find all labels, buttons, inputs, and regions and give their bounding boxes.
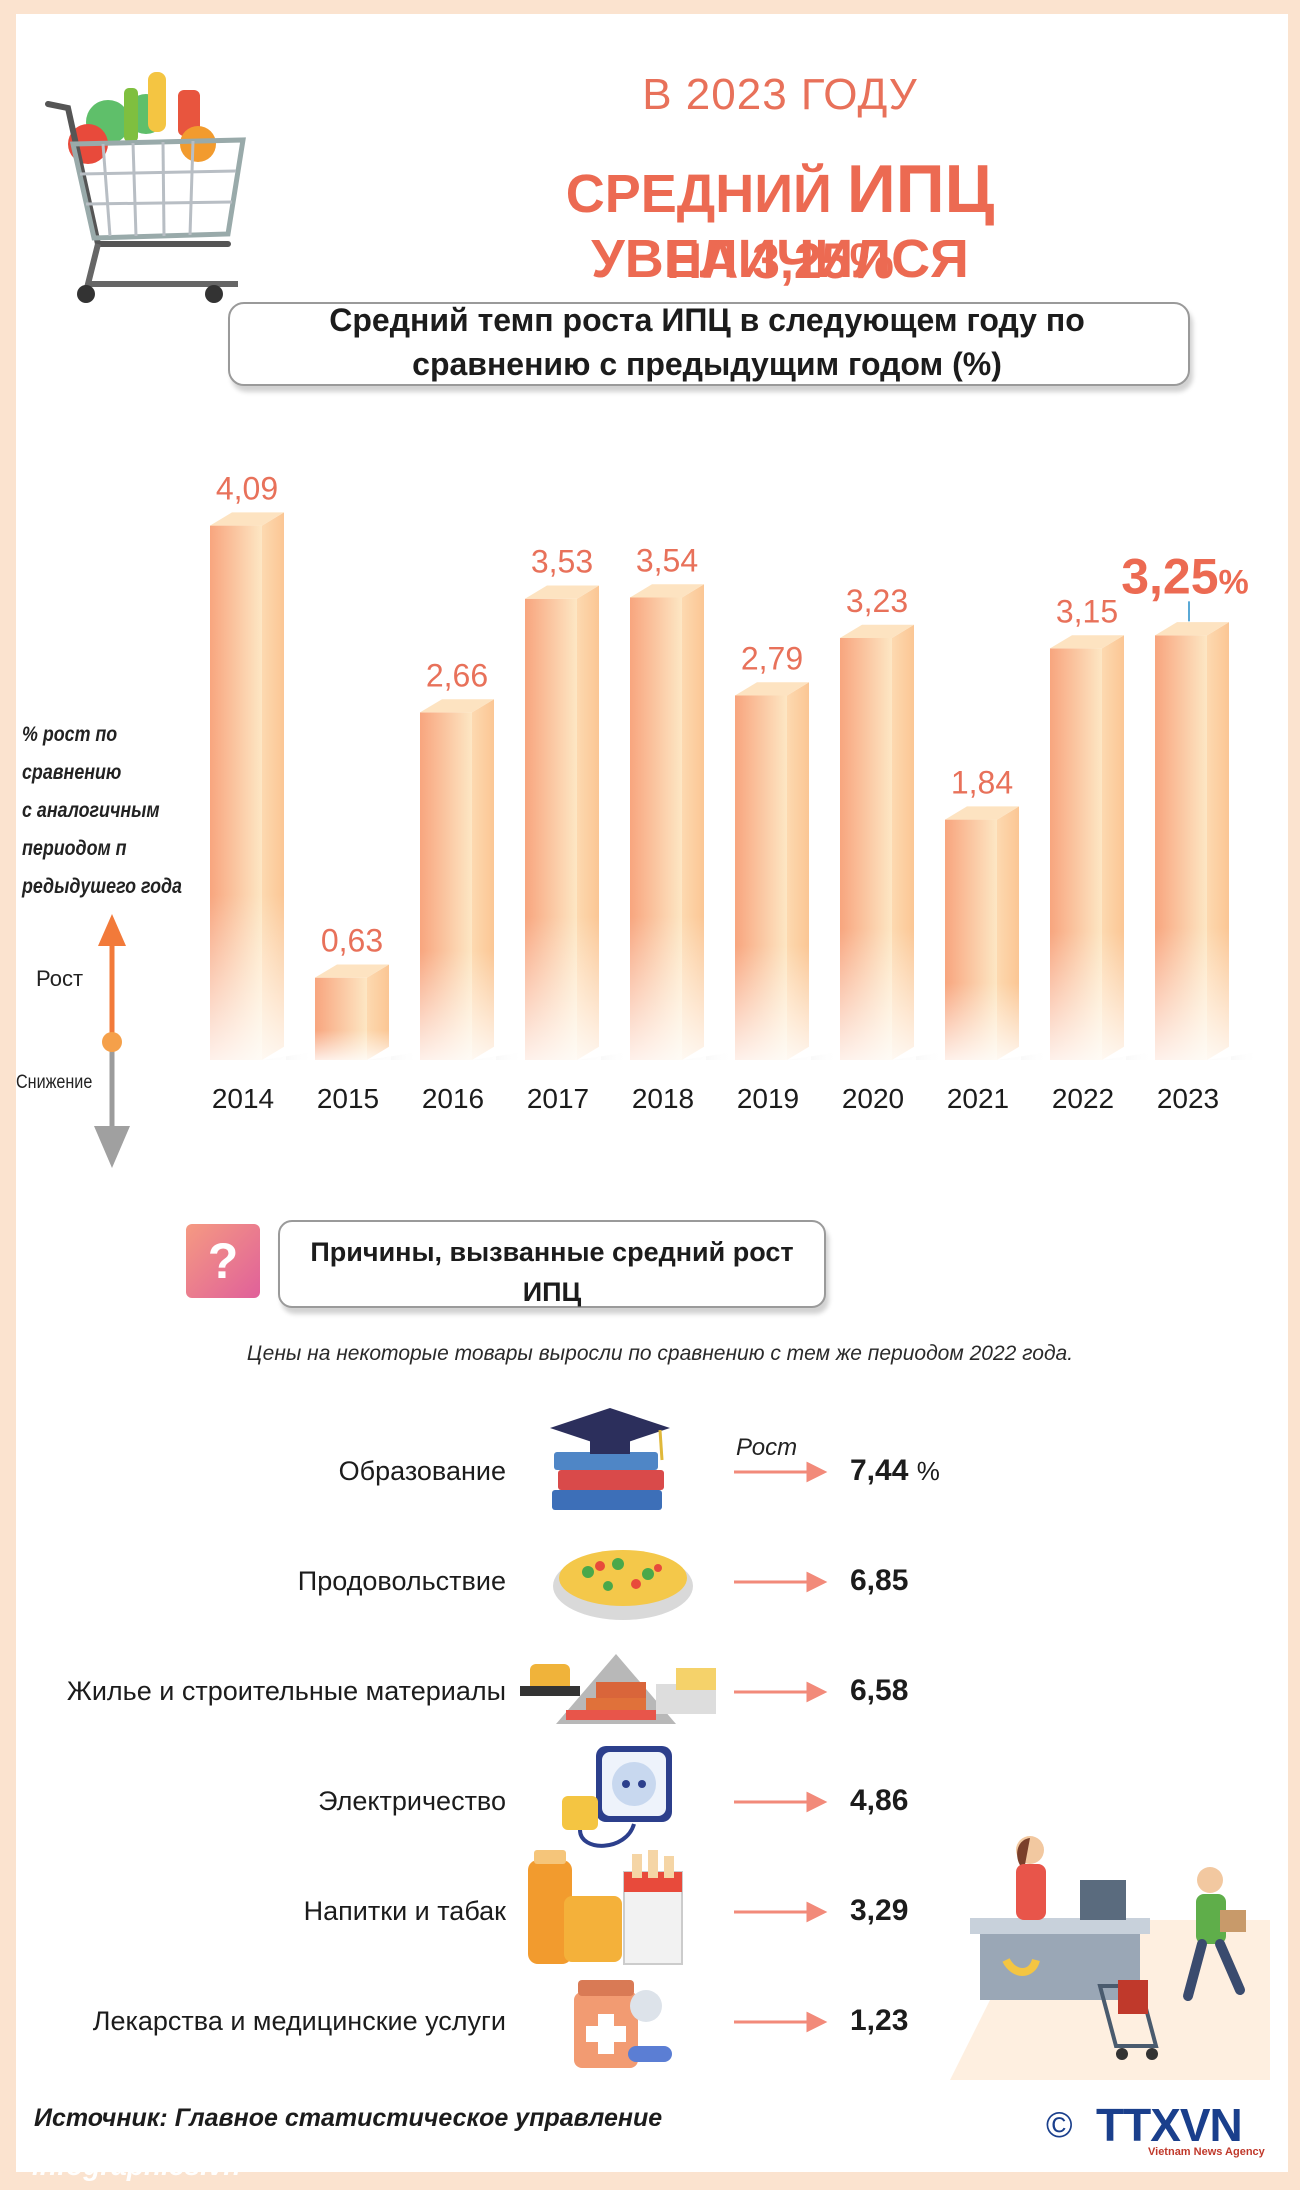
reason-category: Жилье и строительные материалы	[66, 1676, 506, 1706]
bar	[733, 673, 839, 1062]
question-icon: ?	[186, 1224, 260, 1298]
year-tick-label: 2014	[212, 1083, 274, 1114]
year-tick-label: 2020	[842, 1083, 904, 1114]
year-tick-label: 2021	[947, 1083, 1009, 1114]
bar-value-label: 1,84	[951, 765, 1013, 801]
reason-value-unit: %	[916, 1456, 940, 1486]
y-axis-caption-line: с аналогичным	[22, 799, 160, 822]
reasons-title: Причины, вызванные средний рост ИПЦ	[310, 1237, 794, 1307]
header-main-suffix: УВЕЛИЧИЛСЯ	[591, 229, 969, 289]
bar	[313, 955, 419, 1062]
year-tick-label: 2017	[527, 1083, 589, 1114]
drinks-tobacco-icon	[528, 1850, 683, 1965]
reason-value: 4,86	[850, 1784, 909, 1817]
site-url: infographics.vn	[32, 2150, 241, 2181]
bar-value-label: 3,54	[636, 542, 698, 578]
decline-label: Снижение	[16, 1072, 93, 1093]
cpi-bar-chart: 4,09 0,63 2,66 3,53 3,54 2,79 3,23 1,84 3,153,25…	[98, 471, 1259, 1140]
reason-category: Электричество	[318, 1786, 506, 1816]
y-axis-caption-line: периодом п	[22, 837, 127, 860]
bar-value-label: 4,09	[216, 471, 278, 507]
header-main-prefix: СРЕДНИЙ	[565, 164, 847, 224]
y-axis-caption: % рост по сравнению с аналогичным период…	[22, 716, 192, 906]
header-main-big: ИПЦ	[846, 151, 995, 227]
growth-label: Рост	[36, 966, 84, 991]
reason-value: 1,23	[850, 2004, 909, 2037]
agency-logo-subtitle: Vietnam News Agency	[1148, 2146, 1265, 2158]
bar-value-label: 3,15	[1056, 593, 1118, 629]
growth-direction-arrow	[98, 914, 126, 1140]
header-year-line: В 2023 ГОДУ	[642, 70, 918, 119]
bar	[1153, 613, 1259, 1062]
reason-value-number: 7,44	[850, 1454, 909, 1487]
reason-category: Продовольствие	[297, 1566, 506, 1596]
construction-materials-icon	[520, 1654, 716, 1724]
reason-category: Лекарства и медицинские услуги	[92, 2006, 506, 2036]
power-socket-icon	[562, 1746, 672, 1848]
bar	[1048, 626, 1154, 1062]
store-checkout-icon	[950, 1836, 1270, 2080]
chart-title: Средний темп роста ИПЦ в следующем году …	[329, 302, 1085, 382]
year-tick-label: 2016	[422, 1083, 484, 1114]
medicine-icon	[574, 1980, 672, 2068]
chart-title-box	[228, 302, 1190, 386]
year-tick-label: 2018	[632, 1083, 694, 1114]
bar-value-label: 3,53	[531, 544, 593, 580]
source-note: Источник: Главное статистическое управле…	[34, 2104, 663, 2132]
year-tick-label: 2019	[737, 1083, 799, 1114]
bar-value-label: 0,63	[321, 923, 383, 959]
reasons-growth-label: Рост	[736, 1434, 798, 1461]
year-tick-label: 2022	[1052, 1083, 1114, 1114]
bar	[208, 503, 314, 1062]
copyright-icon: ©	[1046, 2104, 1073, 2145]
agency-logo: TTXVN	[1096, 2099, 1243, 2151]
shopping-cart-icon	[45, 72, 246, 303]
reasons-note: Цены на некоторые товары выросли по срав…	[246, 1342, 1074, 1365]
y-axis-caption-line: редыдушего года	[22, 875, 182, 898]
header-main-line: СРЕДНИЙ ИПЦ УВЕЛИЧИЛСЯ	[380, 150, 1180, 290]
reason-category: Образование	[338, 1456, 506, 1486]
reason-category: Напитки и табак	[303, 1896, 506, 1926]
header-sub-line: НА 3,25%	[666, 233, 894, 289]
education-books-icon	[550, 1408, 670, 1510]
year-tick-label: 2023	[1157, 1083, 1219, 1114]
reason-value: 6,58	[850, 1674, 909, 1707]
year-tick-label: 2015	[317, 1083, 379, 1114]
reason-value: 3,29	[850, 1894, 909, 1927]
food-bowl-icon	[553, 1550, 693, 1620]
bar-value-label: 2,79	[741, 640, 803, 676]
growth-arrows	[734, 1461, 828, 2033]
bar-value-label: 2,66	[426, 657, 488, 693]
reason-value: 6,85	[850, 1564, 909, 1597]
highlight-value-label: 3,25%	[1121, 548, 1249, 604]
bar	[838, 615, 944, 1062]
bar	[628, 575, 734, 1062]
reasons-title-box	[278, 1220, 826, 1308]
reason-value: 7,44 %	[850, 1454, 940, 1488]
y-axis-caption-line: % рост по сравнению	[22, 723, 122, 784]
bar-value-label: 3,23	[846, 583, 908, 619]
decline-arrow-icon	[94, 1126, 130, 1168]
bar	[523, 576, 629, 1062]
bar	[943, 797, 1049, 1062]
bar	[418, 690, 524, 1062]
